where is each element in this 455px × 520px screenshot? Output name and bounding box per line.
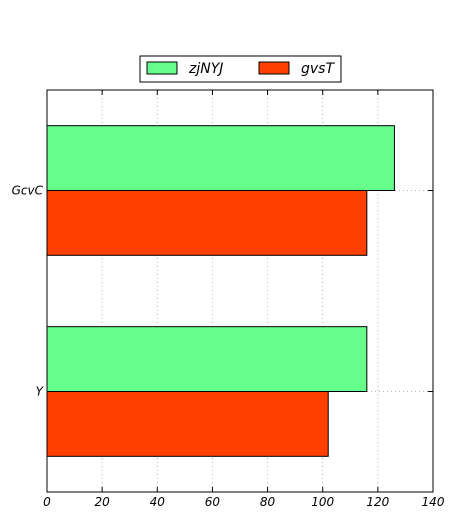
x-tick-label: 60 — [205, 495, 221, 509]
x-tick-label: 80 — [260, 495, 276, 509]
legend-label-zjNYJ: zjNYJ — [188, 61, 223, 77]
legend-label-gvsT: gvsT — [301, 61, 335, 77]
y-tick-labels: GcvC Y — [12, 184, 45, 399]
y-tick-label: Y — [36, 385, 45, 399]
x-tick-label: 0 — [43, 495, 51, 509]
x-tick-label: 120 — [366, 495, 389, 509]
bar-gvsT-GcvC — [46, 190, 368, 256]
x-tick-label: 100 — [311, 495, 334, 509]
bar-gvsT-Y — [46, 391, 329, 457]
bars — [46, 125, 395, 457]
tick-marks — [46, 90, 434, 492]
legend-swatch-zjNYJ — [146, 61, 178, 75]
x-tick-labels: 0 20 40 60 80 100 120 140 — [43, 495, 445, 509]
x-tick-label: 40 — [150, 495, 166, 509]
x-tick-label: 140 — [422, 495, 445, 509]
legend-swatch-gvsT — [258, 61, 290, 75]
legend: zjNYJ gvsT — [139, 55, 342, 83]
bar-zjNYJ-Y — [46, 326, 368, 392]
bar-zjNYJ-GcvC — [46, 125, 395, 191]
plot-frame — [46, 89, 434, 493]
x-tick-label: 20 — [95, 495, 111, 509]
y-tick-label: GcvC — [12, 184, 44, 198]
